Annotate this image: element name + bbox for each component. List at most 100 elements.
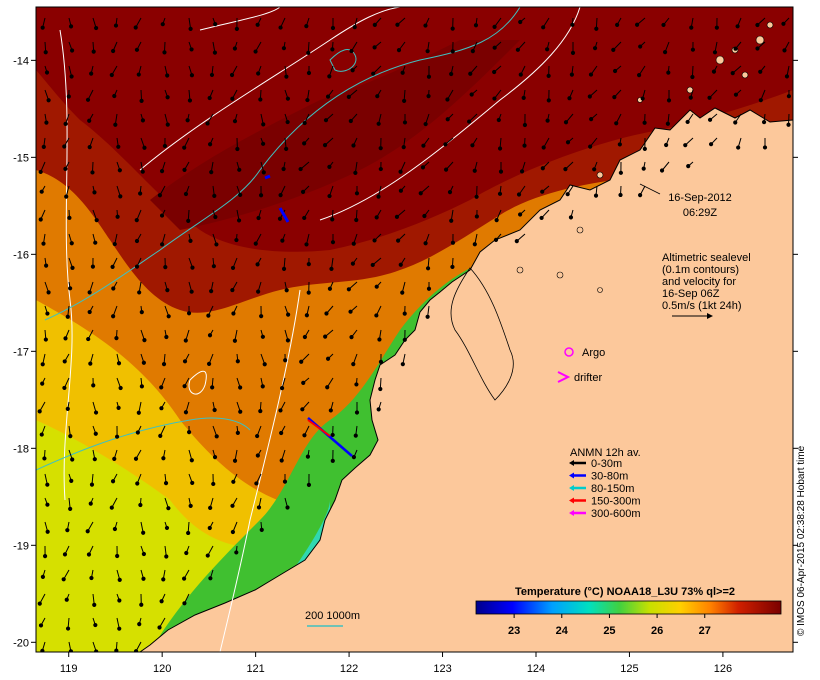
velocity-arrow-head xyxy=(89,575,94,581)
velocity-arrow-head xyxy=(65,528,70,533)
velocity-arrow-head xyxy=(91,383,96,388)
velocity-arrow-head xyxy=(447,190,453,195)
velocity-arrow-head xyxy=(372,238,377,243)
velocity-arrow-head xyxy=(159,385,164,390)
velocity-arrow-head xyxy=(302,433,307,438)
velocity-arrow-head xyxy=(207,525,212,531)
velocity-arrow-head xyxy=(65,314,70,319)
velocity-arrow-head xyxy=(279,386,285,391)
velocity-arrow-head xyxy=(112,456,117,462)
lon-tick-label: 121 xyxy=(246,663,264,675)
velocity-arrow-head xyxy=(87,309,92,315)
velocity-arrow-head xyxy=(497,191,503,196)
velocity-arrow-head xyxy=(522,122,528,128)
velocity-arrow-head xyxy=(761,119,767,125)
velocity-arrow-head xyxy=(62,552,68,557)
velocity-arrow-head xyxy=(521,95,526,100)
velocity-arrow-head xyxy=(330,47,335,52)
velocity-arrow-head xyxy=(159,213,165,218)
velocity-arrow-head xyxy=(238,385,243,390)
velocity-arrow-head xyxy=(93,410,99,415)
velocity-arrow-head xyxy=(402,98,407,104)
velocity-arrow-head xyxy=(661,22,666,28)
anmn-item-label: 300-600m xyxy=(591,508,641,520)
velocity-arrow-head xyxy=(134,47,140,52)
velocity-arrow-head xyxy=(63,336,68,341)
velocity-arrow-head xyxy=(758,98,763,103)
velocity-arrow-head xyxy=(134,218,139,223)
velocity-arrow-head xyxy=(162,50,167,55)
velocity-arrow-head xyxy=(136,72,141,77)
velocity-arrow-head xyxy=(325,356,331,361)
velocity-arrow-head xyxy=(65,626,71,631)
velocity-arrow-head xyxy=(736,145,741,150)
velocity-arrow-head xyxy=(187,98,193,103)
velocity-arrow-head xyxy=(284,74,289,79)
velocity-arrow-head xyxy=(664,142,669,148)
velocity-arrow-head xyxy=(44,263,49,268)
velocity-arrow-head xyxy=(306,50,311,56)
velocity-arrow-head xyxy=(665,121,670,126)
velocity-arrow-head xyxy=(683,143,688,148)
velocity-arrow-head xyxy=(445,97,450,102)
velocity-arrow-head xyxy=(62,144,67,149)
velocity-arrow-head xyxy=(137,622,142,627)
velocity-arrow-head xyxy=(209,72,215,78)
argo-label: Argo xyxy=(582,347,605,359)
velocity-arrow-head xyxy=(190,480,195,486)
velocity-arrow-head xyxy=(733,92,739,97)
velocity-arrow-head xyxy=(90,264,96,269)
velocity-arrow-head xyxy=(85,529,90,534)
velocity-arrow-head xyxy=(40,574,46,579)
velocity-arrow-head xyxy=(518,212,523,217)
velocity-arrow-head xyxy=(161,456,166,461)
velocity-arrow-head xyxy=(159,406,164,411)
velocity-arrow-head xyxy=(592,46,598,51)
velocity-arrow-head xyxy=(493,237,499,243)
velocity-arrow-head xyxy=(378,166,383,172)
drifter-icon xyxy=(557,371,571,383)
velocity-arrow-head xyxy=(445,117,450,122)
velocity-arrow-head xyxy=(165,122,170,127)
velocity-arrow-head xyxy=(304,313,309,318)
velocity-arrow-head xyxy=(42,456,47,461)
velocity-arrow-head xyxy=(618,170,623,175)
velocity-arrow-head xyxy=(302,120,307,126)
velocity-arrow-head xyxy=(351,455,357,460)
velocity-arrow-head xyxy=(256,505,262,510)
velocity-arrow-head xyxy=(208,505,213,510)
velocity-arrow-head xyxy=(518,72,523,77)
velocity-arrow-head xyxy=(450,26,455,31)
velocity-arrow-head xyxy=(39,432,44,437)
velocity-arrow-head xyxy=(117,577,122,582)
velocity-arrow-head xyxy=(474,194,479,199)
velocity-arrow-head xyxy=(642,120,647,125)
velocity-arrow-head xyxy=(69,241,74,246)
velocity-arrow-head xyxy=(229,72,235,78)
velocity-arrow-head xyxy=(330,240,336,245)
velocity-arrow-head xyxy=(92,457,97,462)
velocity-arrow-head xyxy=(666,70,671,75)
anmn-arrowhead-icon xyxy=(569,472,574,479)
velocity-arrow-head xyxy=(186,218,191,224)
velocity-arrow-head xyxy=(88,501,93,506)
velocity-arrow-head xyxy=(111,286,116,291)
velocity-arrow-head xyxy=(474,214,479,219)
velocity-arrow-head xyxy=(666,98,672,103)
velocity-arrow-head xyxy=(328,408,333,413)
anmn-arrowhead-icon xyxy=(569,485,574,491)
velocity-arrow-head xyxy=(138,502,143,508)
velocity-arrow-head xyxy=(40,25,45,30)
velocity-arrow-head xyxy=(522,143,527,148)
velocity-arrow-head xyxy=(139,98,144,103)
velocity-arrow-head xyxy=(398,262,403,267)
velocity-arrow-head xyxy=(568,215,574,220)
velocity-arrow-head xyxy=(593,193,599,198)
velocity-arrow-head xyxy=(232,458,238,463)
velocity-arrow-head xyxy=(514,239,519,244)
velocity-arrow-head xyxy=(281,166,286,172)
velocity-arrow-head xyxy=(43,50,48,55)
velocity-arrow-head xyxy=(540,189,545,194)
velocity-arrow-head xyxy=(470,143,475,148)
